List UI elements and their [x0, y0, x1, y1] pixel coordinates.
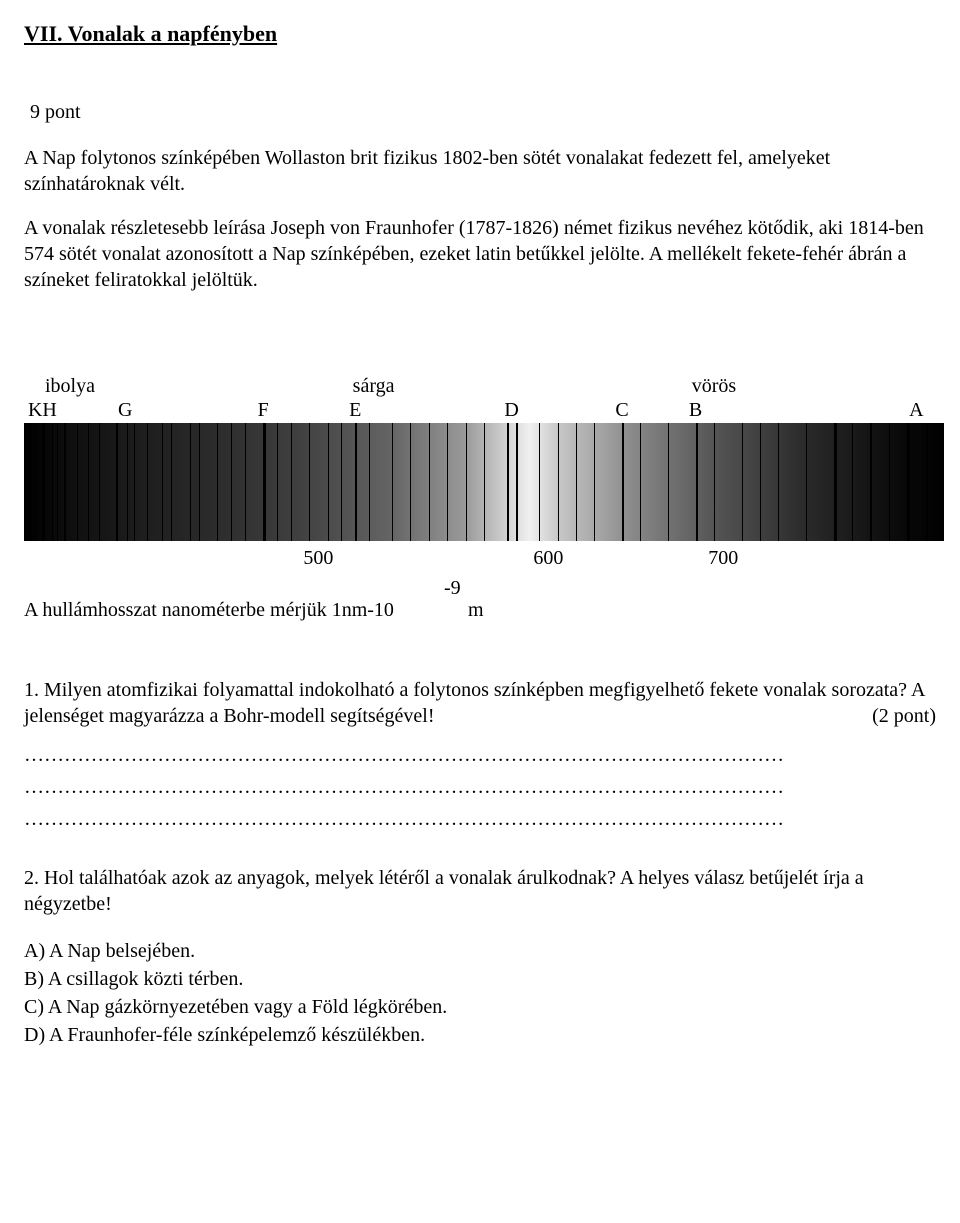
spectral-line [870, 423, 872, 541]
spectral-line [263, 423, 266, 541]
spectral-line [328, 423, 329, 541]
answer-line: …………………………………………………………………………………………………… [24, 771, 936, 803]
wavelength-unit-m: m [468, 597, 484, 623]
spectral-line [231, 423, 232, 541]
spectral-line [806, 423, 807, 541]
options-block: A) A Nap belsejében. B) A csillagok közt… [24, 937, 936, 1049]
spectral-line [852, 423, 853, 541]
spectral-line [392, 423, 393, 541]
spectral-line [42, 423, 45, 541]
answer-line: …………………………………………………………………………………………………… [24, 739, 936, 771]
fraunhofer-letter: D [504, 397, 518, 423]
spectral-line [778, 423, 779, 541]
spectral-line [576, 423, 577, 541]
spectral-line [291, 423, 292, 541]
answer-line: …………………………………………………………………………………………………… [24, 803, 936, 835]
fraunhofer-letter: E [349, 397, 361, 423]
spectral-line [77, 423, 78, 541]
spectral-line [834, 423, 837, 541]
spectral-line [88, 423, 89, 541]
spectral-line [29, 423, 31, 541]
wavelength-text: A hullámhosszat nanométerbe mérjük 1nm-1… [24, 597, 394, 623]
spectral-line [116, 423, 118, 541]
spectral-line [742, 423, 743, 541]
spectral-line [447, 423, 448, 541]
questions-block: 1. Milyen atomfizikai folyamattal indoko… [24, 677, 936, 1049]
spectral-line [760, 423, 761, 541]
fraunhofer-letter-row: KH G F E D C B A [24, 397, 944, 421]
option-a: A) A Nap belsejében. [24, 937, 936, 965]
question-1-points: (2 pont) [872, 703, 936, 729]
fraunhofer-letter: A [909, 397, 923, 423]
spectral-line [199, 423, 200, 541]
spectral-line [926, 423, 928, 541]
spectral-line [355, 423, 357, 541]
option-d: D) A Fraunhofer-féle színképelemző készü… [24, 1021, 936, 1049]
spectral-line [309, 423, 310, 541]
spectral-line [714, 423, 715, 541]
spectral-line [147, 423, 148, 541]
spectral-line [696, 423, 698, 541]
option-c: C) A Nap gázkörnyezetében vagy a Föld lé… [24, 993, 936, 1021]
spectral-line [622, 423, 624, 541]
color-label: ibolya [45, 373, 95, 399]
question-1-text: 1. Milyen atomfizikai folyamattal indoko… [24, 679, 924, 727]
wavelength-tick: 600 [533, 545, 563, 571]
spectrum-band [24, 423, 944, 541]
spectral-line [889, 423, 890, 541]
wavelength-tick-row: 500 600 700 [24, 545, 944, 569]
spectral-line [171, 423, 172, 541]
spectral-line [539, 423, 540, 541]
fraunhofer-letter: C [615, 397, 628, 423]
spectral-line [507, 423, 509, 541]
spectral-line [35, 423, 36, 541]
question-1: 1. Milyen atomfizikai folyamattal indoko… [24, 677, 936, 729]
spectral-line [217, 423, 218, 541]
spectral-line [341, 423, 342, 541]
fraunhofer-letter: B [689, 397, 702, 423]
spectrum-figure: ibolya sárga vörös KH G F E D C B A 500 600 700 -9 … [24, 373, 936, 627]
spectral-line [668, 423, 669, 541]
points-label: 9 pont [30, 99, 936, 125]
spectral-line [190, 423, 191, 541]
wavelength-note: -9 A hullámhosszat nanométerbe mérjük 1n… [24, 575, 936, 627]
option-b: B) A csillagok közti térben. [24, 965, 936, 993]
spectral-line [162, 423, 163, 541]
fraunhofer-letter: G [118, 397, 132, 423]
spectral-line [594, 423, 595, 541]
spectral-line [369, 423, 370, 541]
spectral-line [466, 423, 467, 541]
color-label: vörös [692, 373, 736, 399]
fraunhofer-letter: F [258, 397, 269, 423]
color-label-row: ibolya sárga vörös [24, 373, 944, 397]
spectral-line [245, 423, 246, 541]
page-title: VII. Vonalak a napfényben [24, 20, 936, 49]
wavelength-tick: 700 [708, 545, 738, 571]
fraunhofer-letter: KH [28, 397, 57, 423]
spectral-line [57, 423, 58, 541]
spectral-line [134, 423, 135, 541]
spectral-line [127, 423, 128, 541]
spectral-line [484, 423, 485, 541]
intro-paragraph-1: A Nap folytonos színképében Wollaston br… [24, 145, 936, 197]
spectral-line [410, 423, 411, 541]
spectral-line [277, 423, 278, 541]
spectral-line [516, 423, 518, 541]
spectral-line [429, 423, 430, 541]
wavelength-exponent: -9 [444, 575, 461, 601]
spectral-line [52, 423, 53, 541]
spectral-line [907, 423, 910, 541]
spectral-line [640, 423, 641, 541]
color-label: sárga [353, 373, 395, 399]
spectral-line [64, 423, 66, 541]
question-2: 2. Hol találhatóak azok az anyagok, mely… [24, 865, 936, 917]
wavelength-tick: 500 [303, 545, 333, 571]
spectral-line [558, 423, 559, 541]
spectral-line [99, 423, 100, 541]
intro-paragraph-2: A vonalak részletesebb leírása Joseph vo… [24, 215, 936, 293]
